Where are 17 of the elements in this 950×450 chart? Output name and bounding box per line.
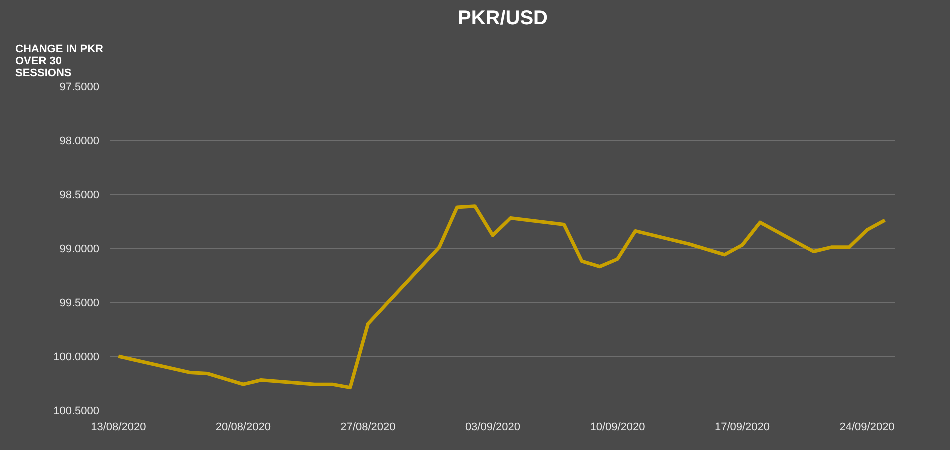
y-tick-label: 98.5000 bbox=[60, 190, 100, 202]
y-tick-label: 97.5000 bbox=[60, 82, 100, 94]
y-tick-label: 100.0000 bbox=[54, 352, 100, 364]
x-tick-label: 10/09/2020 bbox=[590, 422, 646, 434]
x-tick-label: 20/08/2020 bbox=[216, 422, 271, 434]
x-tick-label: 03/09/2020 bbox=[465, 422, 521, 434]
y-tick-label: 99.0000 bbox=[60, 244, 100, 256]
y-axis-title: CHANGE IN PKR OVER 30 SESSIONS bbox=[16, 44, 104, 80]
line-series bbox=[116, 204, 887, 390]
x-tick-label: 24/09/2020 bbox=[840, 422, 895, 434]
y-tick-label: 100.5000 bbox=[54, 406, 100, 418]
x-tick-label: 17/09/2020 bbox=[714, 422, 770, 434]
x-tick-label: 13/08/2020 bbox=[91, 422, 146, 434]
y-tick-label: 99.5000 bbox=[60, 298, 100, 310]
y-tick-label: 98.0000 bbox=[60, 136, 100, 148]
chart-title: PKR/USD bbox=[458, 8, 548, 30]
x-tick-label: 27/08/2020 bbox=[340, 422, 396, 434]
